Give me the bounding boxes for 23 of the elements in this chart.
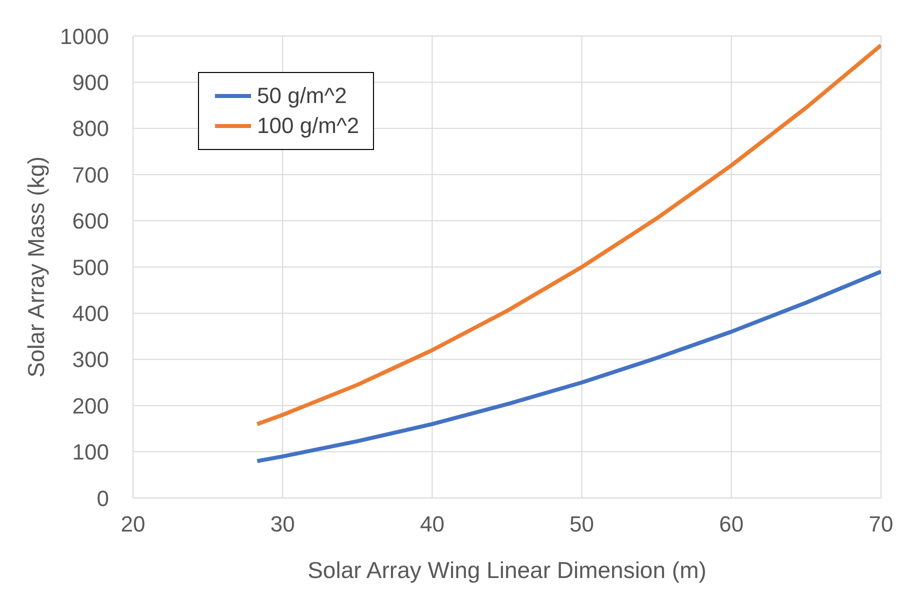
y-tick-label: 100	[72, 440, 109, 465]
x-tick-label: 40	[420, 512, 444, 537]
y-tick-label: 0	[96, 486, 109, 511]
line-series	[255, 43, 881, 426]
y-axis-title: Solar Array Mass (kg)	[23, 156, 50, 378]
y-tick-label: 300	[72, 347, 109, 372]
y-tick-label: 700	[72, 162, 109, 188]
line-series	[255, 270, 881, 464]
y-tick-label: 1000	[60, 24, 109, 49]
x-axis-title: Solar Array Wing Linear Dimension (m)	[308, 557, 706, 583]
y-tick-label: 500	[72, 254, 109, 280]
y-tick-label: 600	[72, 208, 109, 234]
legend-label: 100 g/m^2	[257, 113, 360, 139]
x-tick-label: 70	[868, 512, 894, 537]
x-tick-label: 30	[270, 512, 295, 537]
y-tick-label: 900	[72, 70, 109, 96]
x-tick-label: 20	[120, 512, 146, 537]
y-tick-label: 800	[72, 116, 109, 142]
y-tick-label: 200	[72, 393, 109, 418]
x-tick-label: 60	[719, 512, 744, 537]
legend-label: 50 g/m^2	[257, 83, 347, 109]
y-tick-label: 400	[72, 301, 109, 326]
x-tick-label: 50	[570, 512, 594, 537]
